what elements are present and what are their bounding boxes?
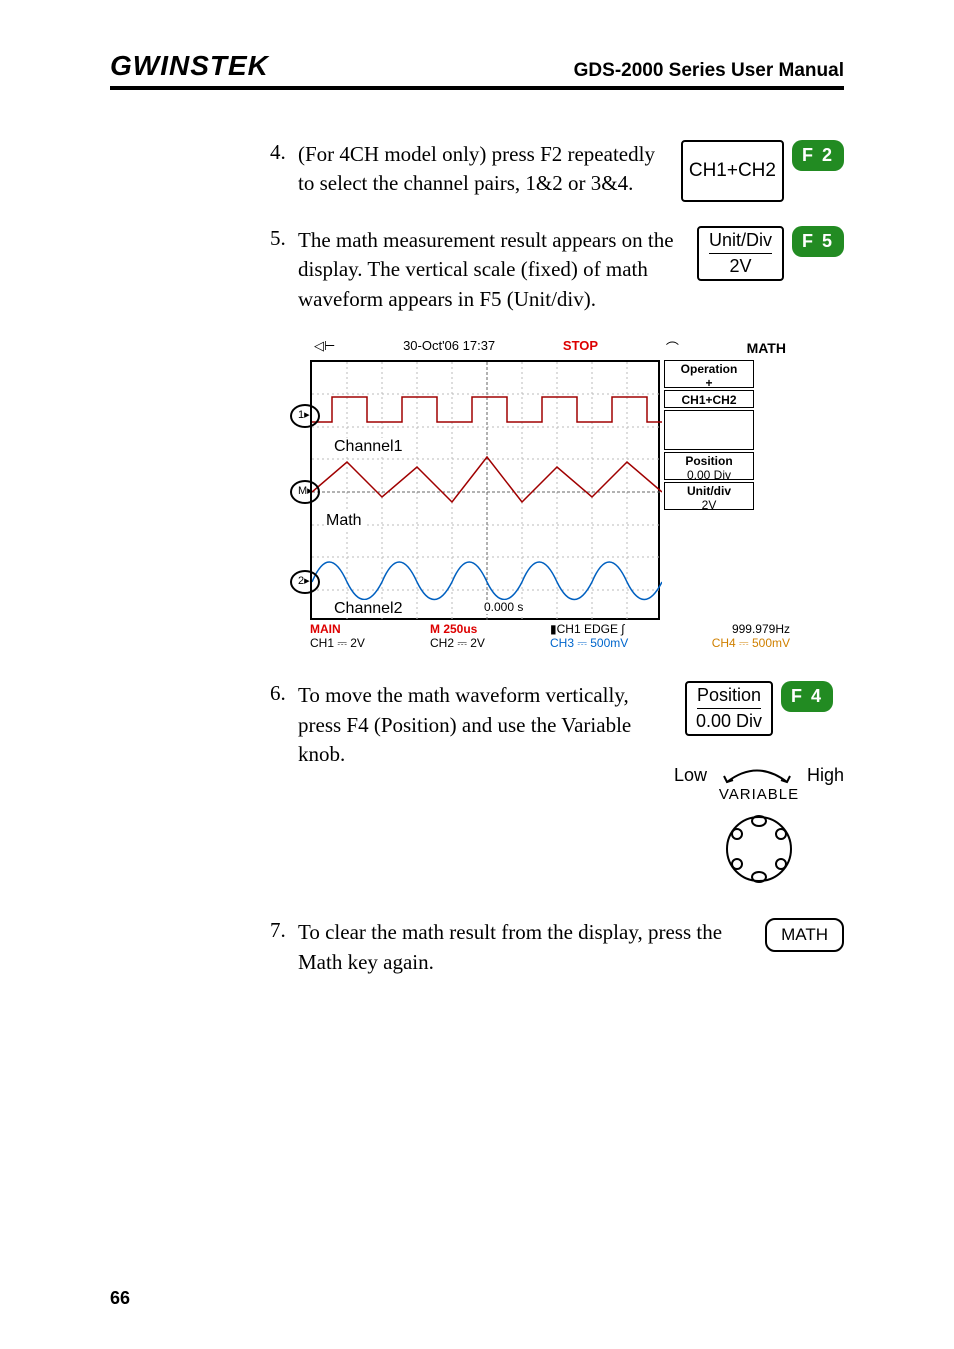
f2-button[interactable]: F 2 (792, 140, 844, 171)
scope-side-menu: Operation + CH1+CH2 Position 0.00 Div Un… (664, 360, 754, 620)
sb-timebase: M 250us (430, 622, 550, 636)
menu-position[interactable]: Position 0.00 Div (664, 452, 754, 480)
manual-title: GDS-2000 Series User Manual (574, 60, 844, 82)
scope-svg (312, 362, 662, 622)
step-text: The math measurement result appears on t… (298, 226, 697, 314)
ann-time-cursor: 0.000 s (482, 600, 525, 614)
menu-operation-value: + (665, 376, 753, 390)
menu-blank (664, 410, 754, 450)
step-text: To move the math waveform vertically, pr… (298, 681, 674, 769)
sb-ch2: CH2 ⎓ 2V (430, 636, 550, 651)
scope-bottom-bar: MAIN M 250us ▮CH1 EDGE ∫ 999.979Hz CH1 ⎓… (310, 622, 790, 651)
scope-grid: 1▸ M▸ 2▸ Channel1 Math Channel2 0.000 s (310, 360, 660, 620)
variable-knob-graphic: Low High VARIABLE (674, 764, 844, 894)
menu-unitdiv-value: 2V (665, 498, 753, 512)
menu-position-label: Position (665, 454, 753, 468)
ann-channel2: Channel2 (332, 600, 405, 618)
math-button[interactable]: MATH (765, 918, 844, 952)
sb-main: MAIN (310, 622, 430, 636)
unitdiv-label: Unit/Div (709, 230, 772, 254)
knob-arc-icon (722, 764, 792, 786)
position-box: Position 0.00 Div (685, 681, 773, 736)
oscilloscope-screenshot: ◁⊢ 30-Oct'06 17:37 STOP ⌒ MATH (310, 338, 790, 651)
step-7: 7. To clear the math result from the dis… (270, 918, 844, 977)
ann-math: Math (324, 512, 364, 530)
menu-operation-label: Operation (665, 362, 753, 376)
sb-ch1: CH1 ⎓ 2V (310, 636, 430, 651)
sb-ch4: CH4 ⎓ 500mV (670, 636, 790, 651)
unitdiv-box: Unit/Div 2V (697, 226, 784, 281)
page-header: GWINSTEK GDS-2000 Series User Manual (110, 50, 844, 90)
step-number: 5. (270, 226, 298, 314)
scope-stop: STOP (563, 338, 598, 358)
menu-unitdiv[interactable]: Unit/div 2V (664, 482, 754, 510)
step-number: 4. (270, 140, 298, 199)
page-number: 66 (110, 1288, 130, 1309)
f4-button[interactable]: F 4 (781, 681, 833, 712)
ch2-marker-text: 2▸ (298, 574, 310, 587)
menu-unitdiv-label: Unit/div (665, 484, 753, 498)
channel-pair-box: CH1+CH2 (681, 140, 784, 202)
scope-menu-title: MATH (747, 338, 786, 358)
position-label: Position (697, 685, 761, 709)
page-content: 4. (For 4CH model only) press F2 repeate… (110, 140, 844, 977)
scope-icon: ⌒ (666, 338, 679, 358)
sb-trigger: ▮CH1 EDGE ∫ (550, 622, 670, 636)
step-number: 7. (270, 918, 298, 977)
step-4: 4. (For 4CH model only) press F2 repeate… (270, 140, 844, 202)
f5-button[interactable]: F 5 (792, 226, 844, 257)
ann-channel1: Channel1 (332, 438, 405, 456)
knob-variable-label: VARIABLE (674, 786, 844, 803)
step-text: To clear the math result from the displa… (298, 918, 765, 977)
scope-timestamp: 30-Oct'06 17:37 (403, 338, 495, 358)
sb-ch3: CH3 ⎓ 500mV (550, 636, 670, 651)
position-value: 0.00 Div (693, 709, 765, 732)
menu-channels[interactable]: CH1+CH2 (664, 390, 754, 408)
menu-position-value: 0.00 Div (665, 468, 753, 482)
knob-low-label: Low (674, 765, 707, 786)
knob-icon[interactable] (719, 809, 799, 889)
step-6: 6. To move the math waveform vertically,… (270, 681, 844, 894)
ch1-marker-text: 1▸ (298, 408, 310, 421)
unitdiv-value: 2V (705, 254, 776, 277)
step-number: 6. (270, 681, 298, 769)
sb-freq: 999.979Hz (670, 622, 790, 636)
step-5: 5. The math measurement result appears o… (270, 226, 844, 314)
brand-logo: GWINSTEK (110, 50, 269, 82)
menu-operation[interactable]: Operation + (664, 360, 754, 388)
scope-trigger-icon: ◁⊢ (314, 338, 335, 358)
knob-high-label: High (807, 765, 844, 786)
math-marker-text: M▸ (298, 484, 313, 497)
step-text: (For 4CH model only) press F2 repeatedly… (298, 140, 681, 199)
